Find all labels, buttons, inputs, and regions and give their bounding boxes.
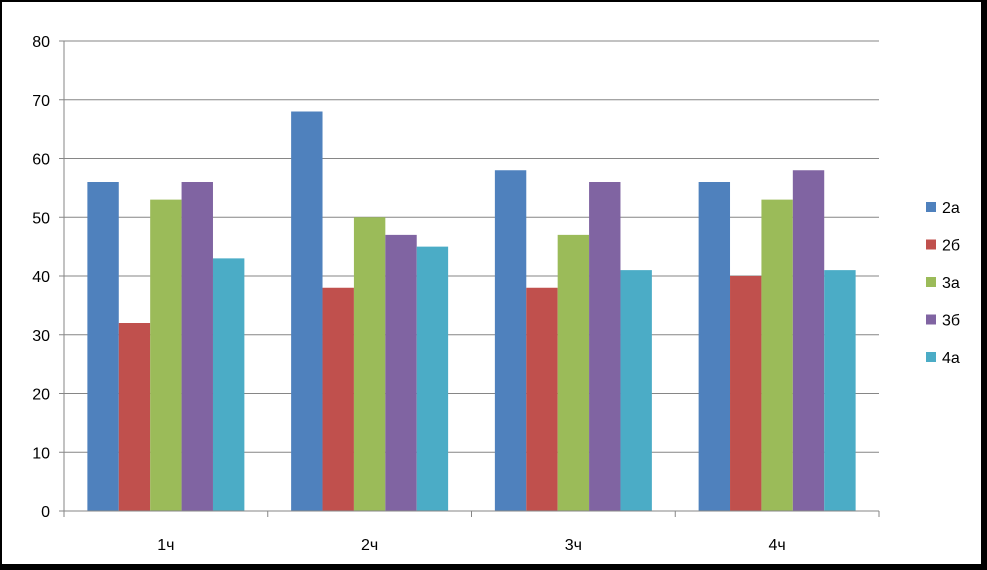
bar-2а-1ч (87, 182, 119, 511)
x-tick-label: 3ч (565, 537, 582, 554)
bar-2б-4ч (730, 276, 762, 511)
bar-3б-4ч (792, 170, 825, 511)
legend-label: 2б (942, 238, 960, 255)
bar-2б-2ч (322, 287, 354, 511)
bar-2а-3ч (494, 170, 527, 511)
bar-3б-1ч (181, 182, 213, 511)
y-axis-tick-labels: 0 10 20 30 40 50 60 70 80 (32, 34, 50, 521)
y-tick-label: 70 (32, 93, 50, 110)
x-tick-label: 1ч (157, 537, 174, 554)
bar-3а-4ч (761, 199, 793, 511)
legend-swatch-4а (926, 352, 936, 362)
y-tick-label: 30 (32, 328, 50, 345)
axes (59, 40, 880, 517)
bar-2б-3ч (526, 287, 558, 511)
legend-label: 3а (942, 275, 960, 292)
x-tick-label: 4ч (769, 537, 786, 554)
y-tick-label: 80 (32, 34, 50, 51)
legend-swatch-3а (926, 277, 936, 287)
legend-label: 3б (942, 313, 960, 330)
bar-chart: 0 10 20 30 40 50 60 70 80 1ч 2ч 3ч 4ч 2а 2б 3а 3б 4а (32, 34, 960, 554)
y-tick-label: 40 (32, 269, 50, 286)
legend-label: 2а (942, 200, 960, 217)
bars (87, 111, 856, 511)
y-tick-label: 50 (32, 210, 50, 227)
y-tick-label: 10 (32, 445, 50, 462)
y-tick-label: 60 (32, 152, 50, 169)
bar-3а-1ч (150, 199, 182, 511)
bar-2б-1ч (118, 323, 151, 511)
bar-3а-2ч (353, 217, 386, 511)
bar-4а-4ч (824, 270, 856, 511)
y-tick-label: 0 (41, 504, 50, 521)
x-tick-label: 2ч (361, 537, 378, 554)
legend-swatch-2б (926, 239, 936, 250)
bar-2а-2ч (291, 111, 323, 511)
x-axis-tick-labels: 1ч 2ч 3ч 4ч (157, 537, 785, 554)
legend-label: 4а (942, 350, 960, 367)
bar-3б-2ч (385, 234, 417, 511)
bar-3а-3ч (557, 234, 590, 511)
legend: 2а 2б 3а 3б 4а (926, 200, 960, 367)
bar-2а-4ч (698, 182, 731, 511)
bar-3б-3ч (589, 182, 621, 511)
legend-swatch-2а (926, 202, 936, 212)
chart-frame: 0 10 20 30 40 50 60 70 80 1ч 2ч 3ч 4ч 2а 2б 3а 3б 4а (2, 2, 981, 564)
legend-swatch-3б (926, 314, 936, 325)
y-tick-label: 20 (32, 387, 50, 404)
bar-4а-2ч (416, 246, 449, 511)
bar-4а-3ч (620, 270, 652, 511)
bar-4а-1ч (212, 258, 245, 511)
